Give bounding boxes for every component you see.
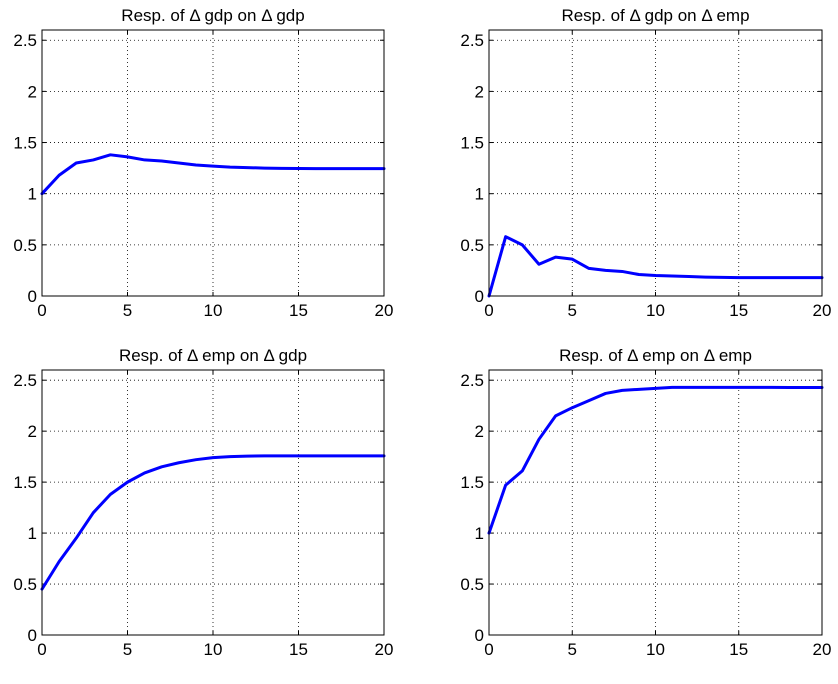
axes-frame bbox=[488, 369, 823, 636]
y-tick-label: 0 bbox=[28, 626, 37, 645]
x-tick-label: 20 bbox=[375, 301, 394, 320]
y-tick-label: 2.5 bbox=[13, 371, 37, 390]
y-tick-label: 2.5 bbox=[460, 31, 484, 50]
y-tick-label: 0 bbox=[28, 287, 37, 306]
y-tick-label: 0.5 bbox=[13, 236, 37, 255]
y-tick-label: 1.5 bbox=[13, 473, 37, 492]
series-line bbox=[487, 235, 824, 298]
axes-frame bbox=[488, 29, 823, 297]
y-tick-label: 2.5 bbox=[13, 31, 37, 50]
y-tick-label: 0 bbox=[475, 626, 484, 645]
y-tick-label: 0.5 bbox=[460, 236, 484, 255]
x-tick-label: 0 bbox=[484, 301, 493, 320]
x-tick-label: 0 bbox=[37, 301, 46, 320]
subplot-emp-on-gdp: 0 5 10 15 20 0 0.5 1 1.5 2 2.5 Resp. of Δ emp on Δ … bbox=[13, 346, 393, 659]
x-tick-label: 0 bbox=[484, 640, 493, 659]
series-line bbox=[40, 454, 386, 591]
y-tick-label: 2 bbox=[28, 422, 37, 441]
y-tick-label: 1.5 bbox=[460, 473, 484, 492]
y-tick-label: 0.5 bbox=[460, 575, 484, 594]
x-tick-label: 20 bbox=[813, 301, 832, 320]
y-tick-label: 0 bbox=[475, 287, 484, 306]
x-tick-label: 5 bbox=[568, 301, 577, 320]
x-tick-label: 10 bbox=[646, 301, 665, 320]
x-tick-label: 5 bbox=[568, 640, 577, 659]
x-tick-label: 15 bbox=[289, 301, 308, 320]
y-tick-label: 2 bbox=[28, 82, 37, 101]
axes-frame bbox=[41, 369, 385, 636]
y-tick-label: 1.5 bbox=[460, 134, 484, 153]
x-tick-label: 20 bbox=[375, 640, 394, 659]
x-tick-label: 15 bbox=[729, 640, 748, 659]
y-tick-label: 1.5 bbox=[13, 134, 37, 153]
subplot-title: Resp. of Δ emp on Δ emp bbox=[559, 346, 752, 365]
subplot-title: Resp. of Δ emp on Δ gdp bbox=[119, 346, 307, 365]
x-tick-label: 5 bbox=[123, 640, 132, 659]
subplot-title: Resp. of Δ gdp on Δ emp bbox=[561, 6, 749, 25]
y-tick-label: 1 bbox=[475, 524, 484, 543]
y-tick-label: 1 bbox=[28, 524, 37, 543]
y-tick-label: 1 bbox=[475, 185, 484, 204]
subplot-gdp-on-gdp: 0 5 10 15 20 0 0.5 1 1.5 2 2.5 Resp. of Δ gdp on Δ … bbox=[13, 6, 393, 320]
y-tick-label: 2 bbox=[475, 82, 484, 101]
y-tick-label: 1 bbox=[28, 185, 37, 204]
x-tick-label: 15 bbox=[729, 301, 748, 320]
x-tick-label: 5 bbox=[123, 301, 132, 320]
x-tick-label: 10 bbox=[204, 301, 223, 320]
x-tick-label: 20 bbox=[813, 640, 832, 659]
y-tick-label: 2.5 bbox=[460, 371, 484, 390]
x-tick-label: 10 bbox=[204, 640, 223, 659]
subplot-gdp-on-emp: 0 5 10 15 20 0 0.5 1 1.5 2 2.5 Resp. of Δ gdp on Δ … bbox=[460, 6, 831, 320]
series-line bbox=[40, 153, 386, 196]
subplot-title: Resp. of Δ gdp on Δ gdp bbox=[121, 6, 304, 25]
y-tick-label: 0.5 bbox=[13, 575, 37, 594]
x-tick-label: 0 bbox=[37, 640, 46, 659]
x-tick-label: 15 bbox=[289, 640, 308, 659]
subplot-emp-on-emp: 0 5 10 15 20 0 0.5 1 1.5 2 2.5 Resp. of Δ emp on Δ … bbox=[460, 346, 831, 659]
axes-frame bbox=[41, 29, 385, 297]
x-tick-label: 10 bbox=[646, 640, 665, 659]
y-tick-label: 2 bbox=[475, 422, 484, 441]
series-line bbox=[487, 385, 824, 535]
